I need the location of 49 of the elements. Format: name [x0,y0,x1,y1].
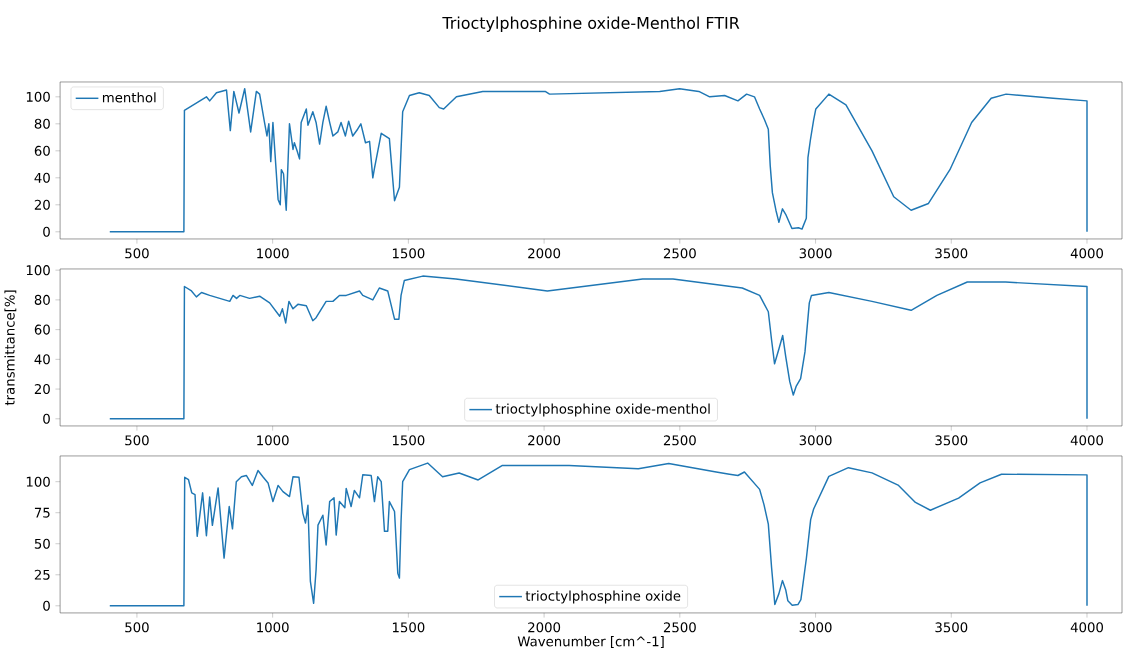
y-tick-label: 40 [34,354,50,365]
y-tick-label: 20 [34,199,50,210]
y-tick-label: 60 [34,145,50,156]
y-tick-label: 80 [34,118,50,129]
x-tick-label: 1000 [257,622,289,633]
x-tick-label: 1500 [392,622,425,633]
y-tick-label: 100 [26,91,50,102]
chart-title: Trioctylphosphine oxide-Menthol FTIR [442,16,740,32]
x-tick-label: 3000 [799,435,832,446]
y-axis-title: transmittance[%] [4,290,17,406]
x-tick-label: 2500 [663,435,696,446]
x-tick-label: 2000 [528,622,561,633]
x-tick-label: 2000 [528,248,561,259]
y-tick-label: 50 [34,538,50,549]
y-tick-label: 100 [26,264,50,275]
y-tick-label: 40 [34,172,50,183]
x-tick-label: 4000 [1070,435,1104,446]
x-tick-label: 2500 [663,248,696,259]
x-tick-label: 4000 [1070,622,1104,633]
y-tick-label: 20 [34,383,50,394]
x-tick-label: 500 [125,435,149,446]
y-tick-label: 80 [34,294,50,305]
y-tick-label: 0 [43,600,50,611]
y-tick-label: 75 [34,507,50,518]
x-tick-label: 500 [125,622,149,633]
x-tick-label: 1000 [257,435,289,446]
x-tick-label: 4000 [1070,248,1104,259]
legend-label: trioctylphosphine oxide [525,590,681,604]
x-tick-label: 1000 [257,248,289,259]
x-tick-label: 3500 [935,248,968,259]
x-tick-label: 3500 [935,622,968,633]
line-series [109,275,1088,420]
line-series [109,462,1088,607]
legend-label: trioctylphosphine oxide-menthol [495,403,710,417]
x-tick-label: 1500 [392,435,425,446]
x-tick-label: 500 [125,248,149,259]
x-tick-label: 2500 [663,622,696,633]
legend-label: menthol [102,92,156,103]
y-tick-label: 0 [43,413,50,424]
x-axis-title: Wavenumber [cm^-1] [517,635,664,648]
x-tick-label: 3000 [799,248,832,259]
y-tick-label: 0 [43,226,50,237]
y-tick-label: 25 [34,569,50,580]
x-tick-label: 3000 [799,622,832,633]
x-tick-label: 3500 [935,435,968,446]
x-tick-label: 1500 [392,248,425,259]
x-tick-label: 2000 [528,435,561,446]
y-tick-label: 60 [34,324,50,335]
y-tick-label: 100 [26,476,50,487]
